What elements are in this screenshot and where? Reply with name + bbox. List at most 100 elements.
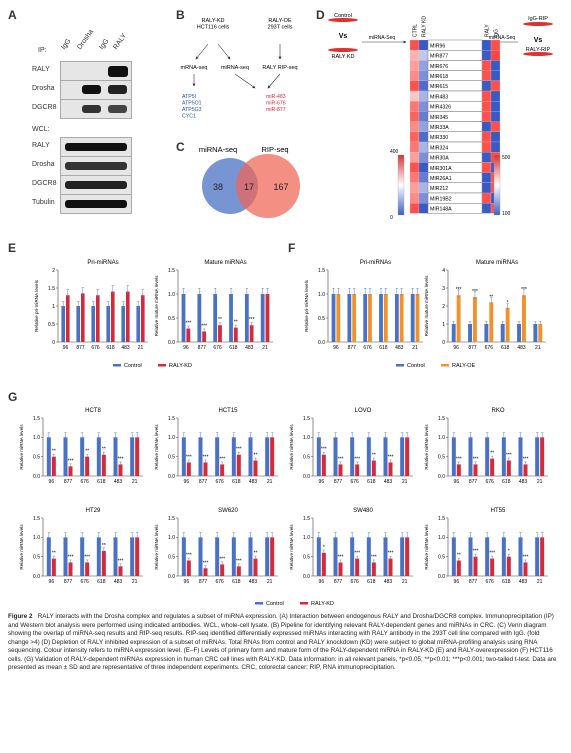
- heatmap-row-label: MIR483: [430, 94, 448, 100]
- y-tick-label: 1.5: [168, 268, 175, 274]
- x-tick-label: 21: [267, 479, 273, 485]
- bar-control: [130, 437, 135, 476]
- heatmap-row-label: MIR877: [430, 54, 448, 60]
- bar-treatment: [473, 556, 478, 576]
- vs-label: Vs: [339, 33, 348, 40]
- heatmap-row-label: MIR96: [430, 43, 445, 49]
- blot-wcl-tubulin: [60, 194, 132, 214]
- significance-label: **: [52, 551, 56, 557]
- x-tick-label: 676: [485, 479, 494, 485]
- chart-panel-f: Pri-miRNAs Relative pri-miRNA levels 0.0 0.…: [304, 260, 546, 369]
- panel-label-d: D: [316, 8, 325, 22]
- x-tick-label: 483: [517, 345, 526, 351]
- bar-control: [410, 294, 415, 342]
- caption-text: RALY interacts with the Drosha complex a…: [8, 613, 557, 671]
- bar-control: [260, 294, 265, 342]
- figure-caption: Figure 2 RALY interacts with the Drosha …: [8, 613, 560, 673]
- x-tick-label: 21: [132, 479, 138, 485]
- vs-label: Vs: [534, 37, 543, 44]
- y-tick-label: 1.0: [318, 292, 325, 298]
- bar-control: [96, 437, 101, 476]
- bar-control: [229, 294, 233, 342]
- y-tick-label: 1.5: [33, 416, 40, 422]
- heatmap-cell: [409, 152, 420, 163]
- bar-control: [347, 294, 352, 342]
- x-tick-label: 618: [232, 579, 241, 585]
- bar-control: [61, 306, 65, 342]
- significance-label: ***: [203, 560, 209, 566]
- bar-treatment: [101, 550, 106, 576]
- bar-treatment: [51, 558, 56, 576]
- bar-control: [215, 537, 220, 576]
- mirna-seq-label: miRNA-seq: [221, 65, 249, 71]
- x-tick-label: 676: [215, 579, 224, 585]
- heatmap-cell: [481, 152, 492, 163]
- x-tick-label: 877: [199, 579, 208, 585]
- bar-treatment: [135, 437, 140, 476]
- bar-treatment: [118, 566, 123, 576]
- right-scale-min: 100: [502, 211, 511, 217]
- y-tick-label: 0.0: [168, 574, 175, 580]
- x-tick-label: 618: [379, 345, 388, 351]
- bar-control: [113, 437, 118, 476]
- y-tick-label: 0.5: [33, 454, 40, 460]
- blot-row-label: Tubulin: [32, 199, 55, 206]
- bar-control: [76, 306, 80, 342]
- heatmap-cell: [418, 172, 429, 183]
- significance-label: **: [218, 317, 222, 323]
- bar-treatment: [321, 552, 326, 576]
- significance-label: **: [489, 294, 493, 300]
- heatmap-cell: [490, 121, 501, 132]
- ip-lane-label: Drosha: [76, 28, 95, 51]
- bar-treatment: [505, 307, 510, 342]
- bar-treatment: [371, 460, 376, 476]
- heatmap-cell: [481, 203, 492, 214]
- bar-control: [265, 437, 270, 476]
- mirna-label: miR-676: [266, 101, 286, 107]
- heatmap-grid: MIR96 MIR877 MIR676 MIR618 MIR615 MIR483 MIR43…: [409, 39, 501, 214]
- heatmap-cell: [418, 203, 429, 214]
- y-tick-label: 0.0: [33, 474, 40, 480]
- bar-treatment: [253, 558, 258, 576]
- bar-treatment: [220, 564, 225, 576]
- heatmap-row-label: MIR345: [430, 115, 448, 121]
- bar-treatment: [236, 454, 241, 476]
- significance-label: ***: [456, 287, 462, 293]
- bar-treatment: [456, 464, 461, 476]
- heatmap-cell: [418, 80, 429, 92]
- x-tick-label: 21: [537, 579, 543, 585]
- subplot-title: SW620: [218, 508, 238, 514]
- bar-control: [468, 324, 472, 342]
- y-axis-label: Relative miRNA levels: [19, 424, 24, 470]
- heatmap-cell: [418, 131, 429, 143]
- blot-row-label: DGCR8: [32, 180, 57, 187]
- bar-control: [215, 437, 220, 476]
- significance-label: ***: [354, 456, 360, 462]
- bar-control: [80, 437, 85, 476]
- ip-lane-label: RALY: [112, 32, 129, 51]
- x-tick-label: 483: [384, 579, 393, 585]
- x-tick-label: 618: [232, 479, 241, 485]
- bar-treatment: [186, 560, 191, 576]
- legend-swatch-treatment: [158, 364, 166, 367]
- heatmap-row-label: MIR26A1: [430, 176, 452, 182]
- x-tick-label: 618: [367, 579, 376, 585]
- heatmap-cell: [481, 39, 492, 51]
- blot-row-label: Drosha: [32, 85, 55, 92]
- x-tick-label: 877: [469, 579, 478, 585]
- heatmap-cell: [418, 162, 429, 173]
- significance-label: ***: [506, 453, 512, 459]
- legend-swatch-control: [255, 602, 263, 605]
- heatmap-cell: [481, 101, 492, 112]
- significance-label: **: [102, 447, 106, 453]
- x-tick-label: 618: [97, 579, 106, 585]
- heatmap-row-label: MIR148A: [430, 207, 452, 213]
- bar-treatment: [506, 460, 511, 476]
- bar-control: [80, 537, 85, 576]
- bar-control: [106, 306, 110, 342]
- bar-control: [136, 306, 140, 342]
- bar-control: [379, 294, 383, 342]
- x-tick-label: 21: [262, 345, 268, 351]
- y-axis-label: Relative mature miRNA levels: [154, 275, 159, 336]
